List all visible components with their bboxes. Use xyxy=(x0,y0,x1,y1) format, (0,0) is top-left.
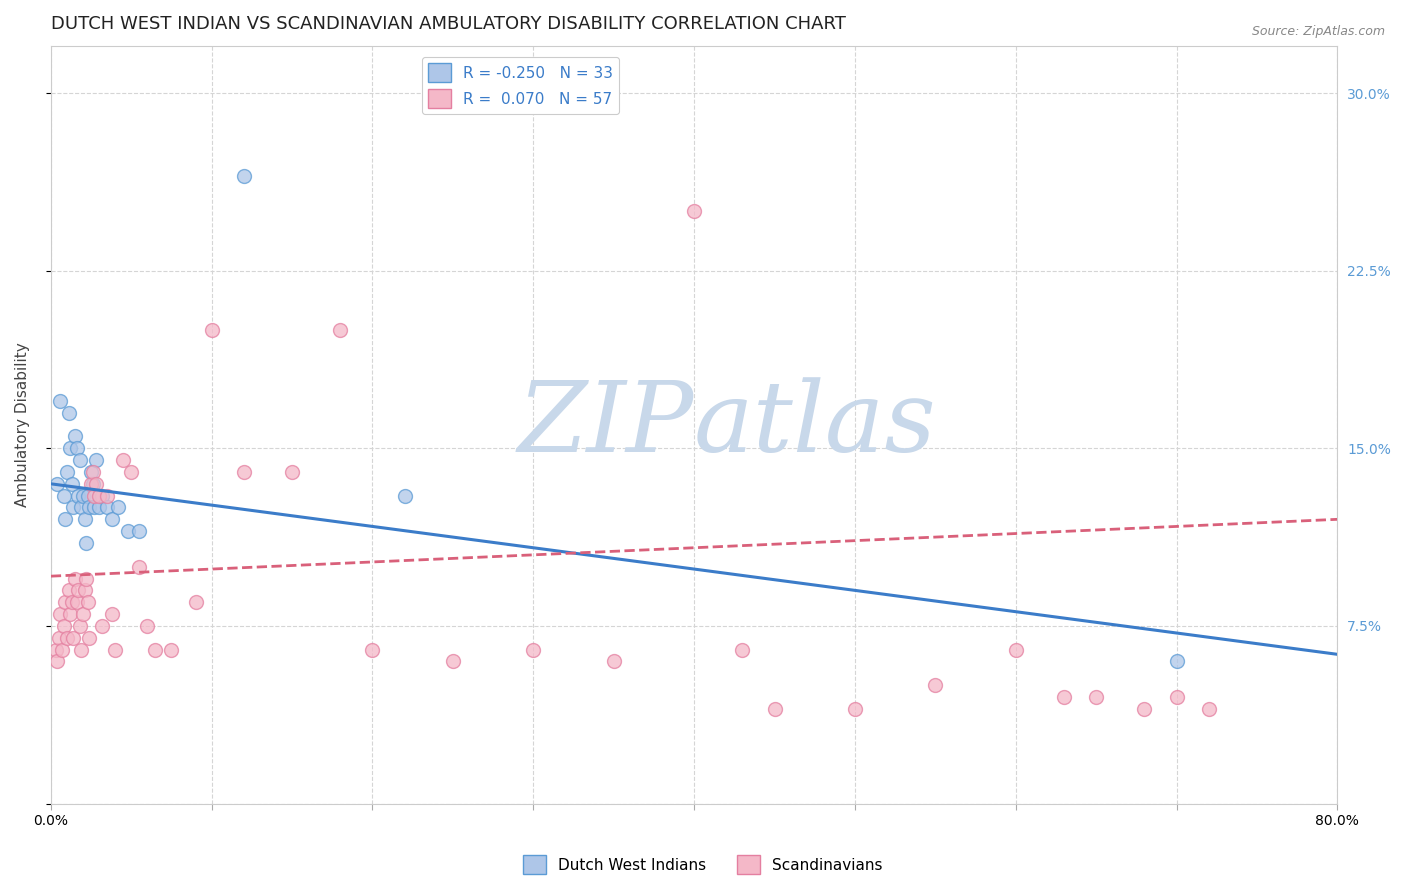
Point xyxy=(56,631,79,645)
Point xyxy=(59,442,82,456)
Point xyxy=(60,476,83,491)
Point xyxy=(63,429,86,443)
Point xyxy=(58,406,80,420)
Point xyxy=(1085,690,1108,704)
Point xyxy=(104,642,127,657)
Point xyxy=(59,607,82,621)
Point xyxy=(75,572,97,586)
Point xyxy=(60,595,83,609)
Point xyxy=(763,702,786,716)
Point xyxy=(46,655,69,669)
Point xyxy=(48,631,70,645)
Point xyxy=(394,489,416,503)
Point xyxy=(522,642,544,657)
Point xyxy=(441,655,464,669)
Point xyxy=(46,476,69,491)
Point xyxy=(73,583,96,598)
Point xyxy=(731,642,754,657)
Point xyxy=(87,500,110,515)
Text: DUTCH WEST INDIAN VS SCANDINAVIAN AMBULATORY DISABILITY CORRELATION CHART: DUTCH WEST INDIAN VS SCANDINAVIAN AMBULA… xyxy=(51,15,845,33)
Point xyxy=(72,489,94,503)
Point xyxy=(53,595,76,609)
Point xyxy=(80,476,103,491)
Point xyxy=(73,512,96,526)
Point xyxy=(1198,702,1220,716)
Point xyxy=(91,619,114,633)
Point xyxy=(69,619,91,633)
Point xyxy=(87,489,110,503)
Point xyxy=(136,619,159,633)
Point xyxy=(84,476,107,491)
Text: atlas: atlas xyxy=(695,377,936,472)
Point xyxy=(79,500,101,515)
Point xyxy=(62,500,84,515)
Point xyxy=(65,595,87,609)
Point xyxy=(79,631,101,645)
Point xyxy=(72,607,94,621)
Point xyxy=(75,536,97,550)
Text: Source: ZipAtlas.com: Source: ZipAtlas.com xyxy=(1251,25,1385,38)
Point xyxy=(83,489,105,503)
Legend: R = -0.250   N = 33, R =  0.070   N = 57: R = -0.250 N = 33, R = 0.070 N = 57 xyxy=(422,57,619,114)
Point xyxy=(83,500,105,515)
Text: ZIP: ZIP xyxy=(517,377,695,472)
Point xyxy=(67,583,90,598)
Point xyxy=(101,512,124,526)
Point xyxy=(329,323,352,337)
Point xyxy=(82,465,104,479)
Point xyxy=(58,583,80,598)
Point xyxy=(1166,655,1188,669)
Point xyxy=(56,465,79,479)
Point xyxy=(76,595,98,609)
Point xyxy=(67,489,90,503)
Point xyxy=(120,465,142,479)
Point xyxy=(51,642,73,657)
Point xyxy=(101,607,124,621)
Point xyxy=(49,393,72,408)
Point xyxy=(201,323,224,337)
Point xyxy=(65,442,87,456)
Point xyxy=(96,500,118,515)
Point xyxy=(82,476,104,491)
Point xyxy=(70,500,93,515)
Point xyxy=(128,524,150,538)
Point xyxy=(128,559,150,574)
Point xyxy=(1053,690,1076,704)
Point xyxy=(69,453,91,467)
Point xyxy=(232,169,254,183)
Point xyxy=(924,678,946,692)
Point xyxy=(70,642,93,657)
Point xyxy=(184,595,207,609)
Legend: Dutch West Indians, Scandinavians: Dutch West Indians, Scandinavians xyxy=(517,849,889,880)
Point xyxy=(683,204,706,219)
Point xyxy=(45,642,67,657)
Point xyxy=(1133,702,1156,716)
Point xyxy=(602,655,624,669)
Point xyxy=(117,524,139,538)
Point xyxy=(361,642,384,657)
Point xyxy=(52,619,75,633)
Point xyxy=(53,512,76,526)
Point xyxy=(96,489,118,503)
Point xyxy=(80,465,103,479)
Point xyxy=(84,453,107,467)
Point xyxy=(844,702,866,716)
Point xyxy=(52,489,75,503)
Point xyxy=(62,631,84,645)
Point xyxy=(232,465,254,479)
Point xyxy=(91,489,114,503)
Point xyxy=(281,465,304,479)
Y-axis label: Ambulatory Disability: Ambulatory Disability xyxy=(15,343,30,507)
Point xyxy=(145,642,167,657)
Point xyxy=(160,642,183,657)
Point xyxy=(1004,642,1026,657)
Point xyxy=(1166,690,1188,704)
Point xyxy=(76,489,98,503)
Point xyxy=(107,500,129,515)
Point xyxy=(49,607,72,621)
Point xyxy=(63,572,86,586)
Point xyxy=(112,453,135,467)
